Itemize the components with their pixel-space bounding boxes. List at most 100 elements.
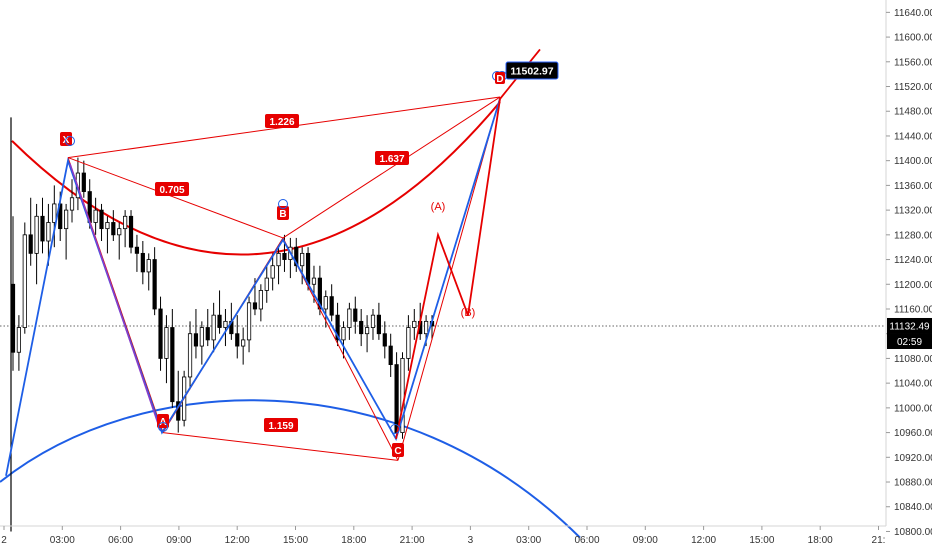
countdown-badge: 02:59 xyxy=(887,333,932,349)
candle-bear xyxy=(376,302,381,340)
candle-bear xyxy=(10,216,16,371)
candle-bull xyxy=(347,302,352,340)
point-label-x-text: X xyxy=(63,135,70,146)
candle-body xyxy=(276,252,281,267)
candle-body xyxy=(22,234,27,328)
candle-body xyxy=(217,314,222,328)
candle-bull xyxy=(288,237,293,279)
candle-body xyxy=(241,339,246,347)
candle-bull xyxy=(246,296,252,353)
candle-bear xyxy=(176,370,181,433)
time-tick-label: 3 xyxy=(468,535,474,546)
point-marker xyxy=(390,424,400,434)
candle-bear xyxy=(382,321,387,359)
candle-body xyxy=(40,215,45,242)
candle-bull xyxy=(123,210,128,248)
candle-bear xyxy=(152,247,157,316)
candle-bear xyxy=(140,241,145,285)
price-tick-label: 11400.00 xyxy=(894,156,932,167)
candle-bear xyxy=(170,308,175,408)
candle-body xyxy=(158,308,163,359)
time-tick-label: 15:00 xyxy=(283,535,308,546)
point-label-d-bg xyxy=(495,72,505,84)
candle-body xyxy=(170,327,175,403)
candle-body xyxy=(140,252,145,273)
candle-body xyxy=(305,252,311,285)
candle-body xyxy=(93,209,98,223)
candle-bull xyxy=(16,315,22,371)
candle-bear xyxy=(158,296,163,371)
candle-bull xyxy=(105,216,110,254)
candle-body xyxy=(311,277,317,285)
candle-body xyxy=(323,296,328,310)
countdown-bg xyxy=(887,333,932,349)
point-label-b-text: B xyxy=(279,209,286,220)
point-label-b: B xyxy=(277,206,289,220)
candle-bear xyxy=(359,308,364,347)
xa-overlay xyxy=(69,163,161,430)
candle-body xyxy=(46,222,51,242)
candle-body xyxy=(193,333,199,347)
bd-line xyxy=(282,96,501,239)
cd-line xyxy=(397,96,501,461)
target-price-label: 11502.97 xyxy=(505,61,559,80)
candle-bull xyxy=(211,302,216,353)
candle-bull xyxy=(258,284,263,322)
ratio-label-bg xyxy=(375,151,409,165)
time-tick-label: 15:00 xyxy=(749,535,774,546)
point-label-b-bg xyxy=(277,206,289,220)
ratio-label-bg xyxy=(264,418,298,432)
ratio-label: 1.226 xyxy=(265,114,299,128)
candle-bear xyxy=(335,302,340,347)
candle-bull xyxy=(400,352,405,439)
ratio-label-text: 1.226 xyxy=(269,117,294,128)
ratio-label-text: 1.637 xyxy=(379,154,404,165)
price-tick-label: 10840.00 xyxy=(894,502,932,513)
candle-body xyxy=(134,246,140,254)
red-projection xyxy=(395,48,541,439)
candle-body xyxy=(282,252,287,260)
candle-bear xyxy=(134,234,140,272)
blue-wave xyxy=(5,98,501,477)
price-tick-label: 10960.00 xyxy=(894,428,932,439)
price-tick-label: 11520.00 xyxy=(894,82,932,93)
last-price-text: 11132.49 xyxy=(889,321,930,332)
time-tick-label: 21:00 xyxy=(400,535,425,546)
price-tick-label: 11080.00 xyxy=(894,354,932,365)
wave-label: (B) xyxy=(461,307,476,319)
time-tick-label: 18:00 xyxy=(808,535,833,546)
candle-bull xyxy=(69,179,75,223)
candle-bear xyxy=(81,160,86,198)
candle-bear xyxy=(28,197,33,266)
candle-bear xyxy=(193,308,199,359)
last-price-bg xyxy=(887,317,932,334)
harmonic-pattern xyxy=(5,48,541,477)
candle-bull xyxy=(311,265,317,303)
candle-bull xyxy=(364,315,370,353)
price-tick-label: 11560.00 xyxy=(894,57,932,68)
candle-body xyxy=(246,302,252,341)
ratio-label: 1.159 xyxy=(264,418,298,432)
candle-bull xyxy=(34,203,39,285)
candle-bull xyxy=(64,203,69,260)
candle-body xyxy=(128,215,134,248)
candle-body xyxy=(34,215,39,254)
time-tick-label: 06:00 xyxy=(574,535,599,546)
candle-body xyxy=(64,209,69,230)
candle-body xyxy=(359,320,364,335)
price-tick-label: 11440.00 xyxy=(894,131,932,142)
candle-body xyxy=(300,252,305,267)
candle-bull xyxy=(93,197,98,235)
candle-bear xyxy=(128,210,134,254)
ratio-label: 1.637 xyxy=(375,151,409,165)
candle-bull xyxy=(46,203,51,266)
candle-body xyxy=(423,320,429,335)
candle-bull xyxy=(264,265,269,303)
candle-bull xyxy=(52,185,57,248)
candle-bull xyxy=(187,321,193,390)
time-tick-label: 06:00 xyxy=(108,535,133,546)
ac-line xyxy=(162,432,399,461)
candle-body xyxy=(52,203,57,223)
